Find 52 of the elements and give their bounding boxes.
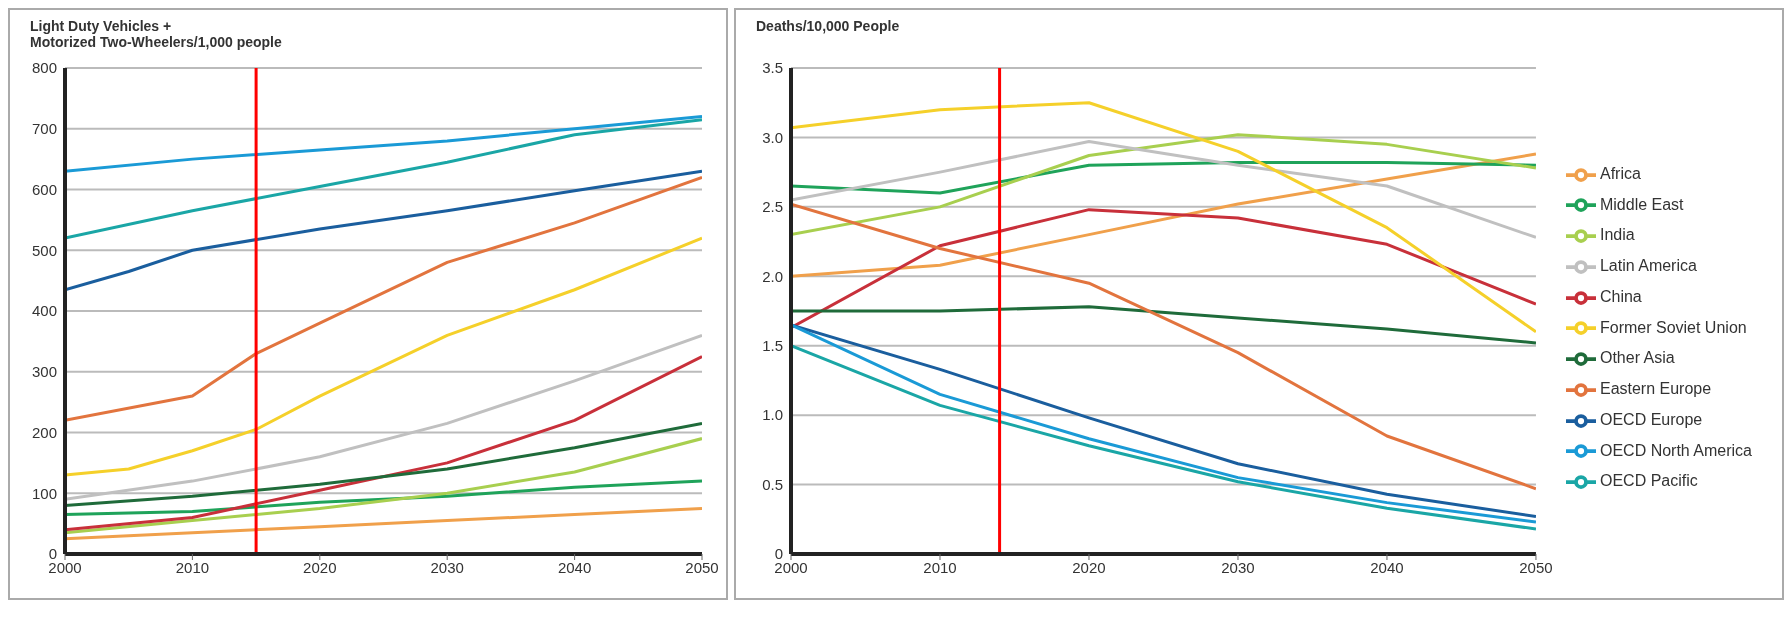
legend-label: OECD North America [1599, 441, 1752, 459]
legend-label: India [1599, 226, 1635, 244]
y-axis-title: Light Duty Vehicles + Motorized Two-Wheelers/1,000 people [29, 18, 283, 52]
legend-label: Former Soviet Union [1599, 318, 1747, 336]
line-series [65, 437, 702, 535]
y-tick-label: 800 [31, 59, 57, 77]
y-tick-label: 100 [31, 484, 57, 502]
line-series [65, 421, 702, 507]
x-tick-label: 2030 [1221, 558, 1255, 576]
y-tick-label: 1.5 [762, 337, 783, 355]
line-series [65, 333, 702, 501]
x-tick-label: 2040 [1370, 558, 1404, 576]
y-axis-title: Deaths/10,000 People [755, 18, 901, 36]
legend-label: Other Asia [1599, 349, 1675, 367]
x-tick-label: 2020 [303, 558, 337, 576]
y-tick-label: 0.5 [762, 475, 783, 493]
legend-label: OECD Europe [1599, 410, 1703, 428]
x-tick-label: 2010 [175, 558, 210, 576]
y-tick-label: 300 [31, 363, 57, 381]
x-tick-label: 2040 [557, 558, 592, 576]
x-tick-label: 2050 [1519, 558, 1553, 576]
y-tick-label: 3.0 [762, 128, 783, 146]
y-tick-label: 200 [31, 423, 57, 441]
x-tick-label: 2030 [430, 558, 464, 576]
legend-label: Latin America [1599, 257, 1697, 275]
y-tick-label: 1.0 [762, 406, 783, 424]
x-tick-label: 2020 [1072, 558, 1106, 576]
x-tick-label: 2050 [685, 558, 719, 576]
line-series [791, 101, 1536, 334]
line-series [65, 236, 702, 477]
line-series [65, 118, 702, 240]
x-tick-label: 2010 [923, 558, 957, 576]
y-tick-label: 3.5 [762, 59, 783, 77]
y-tick-label: 700 [31, 120, 57, 138]
line-series [791, 202, 1536, 491]
legend-label: OECD Pacific [1599, 472, 1698, 490]
y-tick-label: 2.0 [762, 267, 783, 285]
legend-label: Africa [1599, 164, 1641, 182]
line-series [65, 169, 702, 292]
y-tick-label: 400 [31, 302, 57, 320]
line-series [791, 305, 1536, 345]
y-tick-label: 600 [31, 180, 57, 198]
line-series [65, 175, 702, 422]
y-tick-label: 2.5 [762, 198, 783, 216]
y-tick-label: 500 [31, 241, 57, 259]
line-series [791, 152, 1536, 278]
line-series [65, 506, 702, 541]
legend-label: China [1599, 287, 1642, 305]
line-series [65, 115, 702, 173]
legend-label: Eastern Europe [1599, 380, 1712, 398]
legend-label: Middle East [1599, 195, 1684, 213]
line-series [65, 355, 702, 532]
